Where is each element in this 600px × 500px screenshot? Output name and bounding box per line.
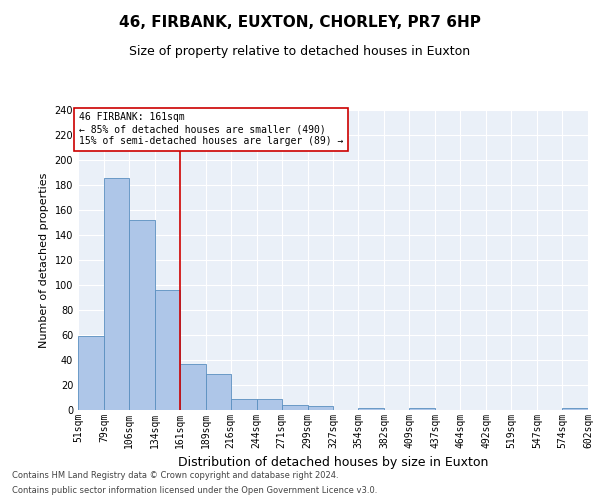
Text: 46, FIRBANK, EUXTON, CHORLEY, PR7 6HP: 46, FIRBANK, EUXTON, CHORLEY, PR7 6HP [119,15,481,30]
Text: Contains public sector information licensed under the Open Government Licence v3: Contains public sector information licen… [12,486,377,495]
Bar [281,405,308,410]
Bar [129,220,155,410]
Bar [206,374,231,410]
Bar [358,408,385,410]
X-axis label: Distribution of detached houses by size in Euxton: Distribution of detached houses by size … [178,456,488,469]
Bar [78,336,104,410]
Bar [409,408,435,410]
Bar [562,408,588,410]
Bar [257,399,281,410]
Text: 46 FIRBANK: 161sqm
← 85% of detached houses are smaller (490)
15% of semi-detach: 46 FIRBANK: 161sqm ← 85% of detached hou… [79,112,343,146]
Bar [308,406,334,410]
Y-axis label: Number of detached properties: Number of detached properties [39,172,49,348]
Text: Size of property relative to detached houses in Euxton: Size of property relative to detached ho… [130,45,470,58]
Bar [180,364,206,410]
Bar [231,399,257,410]
Bar [104,178,129,410]
Bar [155,290,180,410]
Text: Contains HM Land Registry data © Crown copyright and database right 2024.: Contains HM Land Registry data © Crown c… [12,471,338,480]
